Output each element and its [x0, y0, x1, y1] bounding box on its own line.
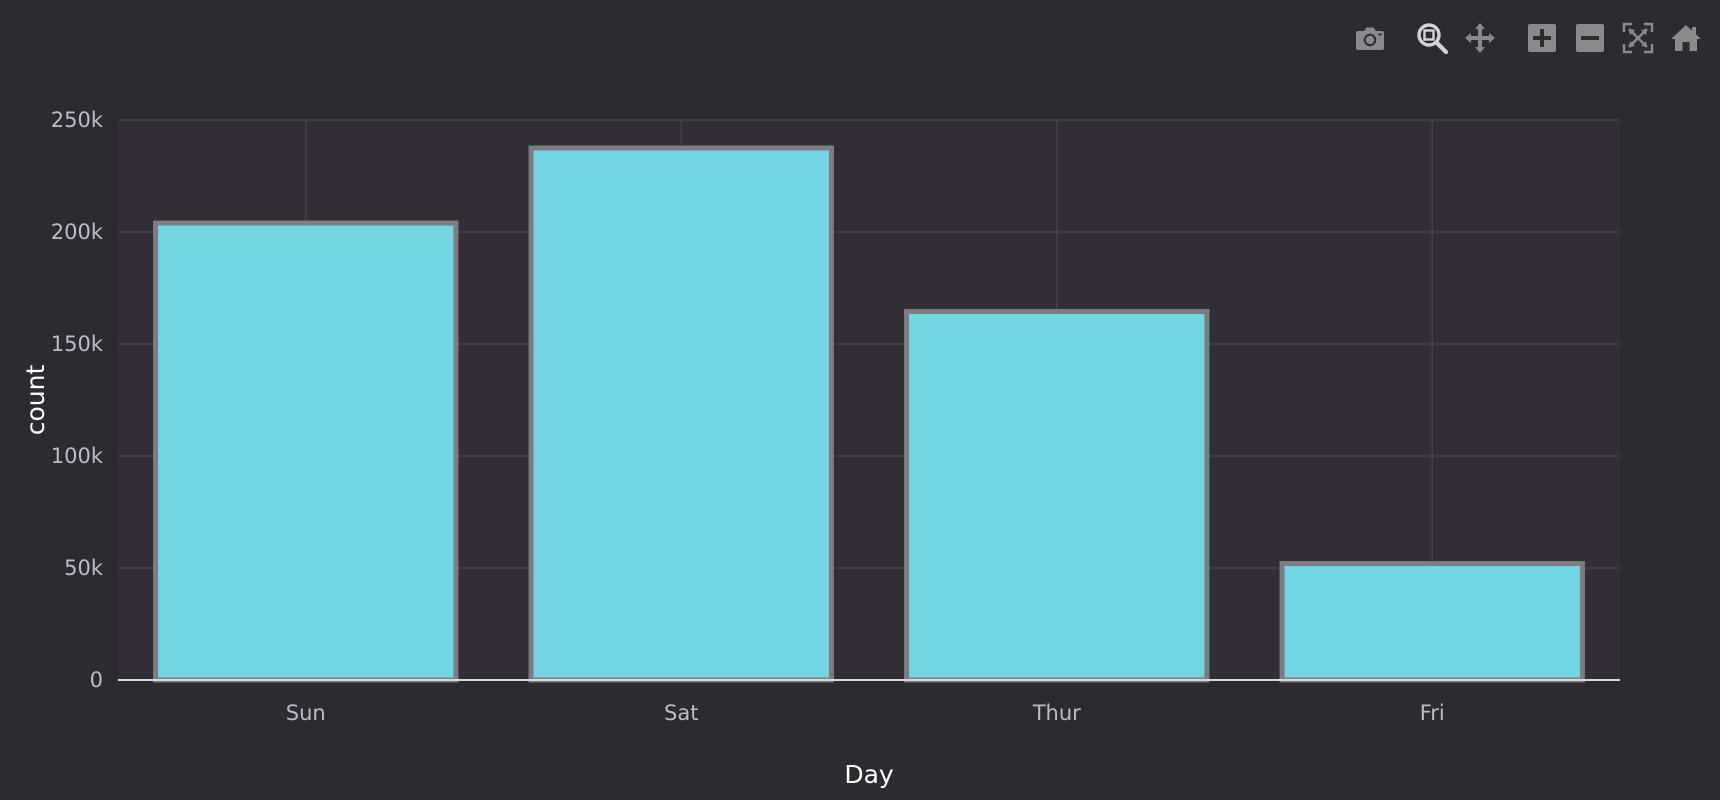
x-axis-ticks: Sun Sat Thur Fri [286, 701, 1445, 725]
camera-icon [1356, 27, 1384, 50]
camera-button[interactable] [1354, 22, 1386, 54]
home-icon [1671, 25, 1701, 51]
autoscale-icon [1622, 22, 1654, 54]
autoscale-button[interactable] [1622, 22, 1654, 54]
bar-sun[interactable] [153, 220, 459, 683]
bar-fri[interactable] [1279, 561, 1585, 683]
pan-button[interactable] [1464, 22, 1496, 54]
pan-icon [1465, 23, 1495, 53]
zoom-in-button[interactable] [1526, 22, 1558, 54]
bar-thur[interactable] [904, 309, 1210, 683]
x-tick-label: Sun [286, 701, 326, 725]
y-tick-label: 100k [51, 444, 104, 468]
bar-sat[interactable] [528, 145, 834, 683]
x-tick-label: Thur [1032, 701, 1081, 725]
y-tick-label: 0 [90, 668, 103, 692]
y-tick-label: 200k [51, 220, 104, 244]
zoom-icon [1417, 23, 1448, 54]
x-tick-label: Fri [1420, 701, 1445, 725]
y-axis-ticks: 0 50k 100k 150k 200k 250k [51, 108, 104, 692]
x-tick-label: Sat [664, 701, 698, 725]
y-tick-label: 250k [51, 108, 104, 132]
y-tick-label: 50k [64, 556, 104, 580]
home-button[interactable] [1670, 22, 1702, 54]
y-axis-title: count [21, 365, 50, 436]
zoom-out-icon [1576, 24, 1604, 52]
modebar [1338, 20, 1702, 56]
x-axis-title: Day [844, 760, 894, 789]
zoom-button[interactable] [1416, 22, 1448, 54]
y-tick-label: 150k [51, 332, 104, 356]
bars [153, 145, 1585, 683]
zoom-out-button[interactable] [1574, 22, 1606, 54]
zoom-in-icon [1528, 24, 1556, 52]
